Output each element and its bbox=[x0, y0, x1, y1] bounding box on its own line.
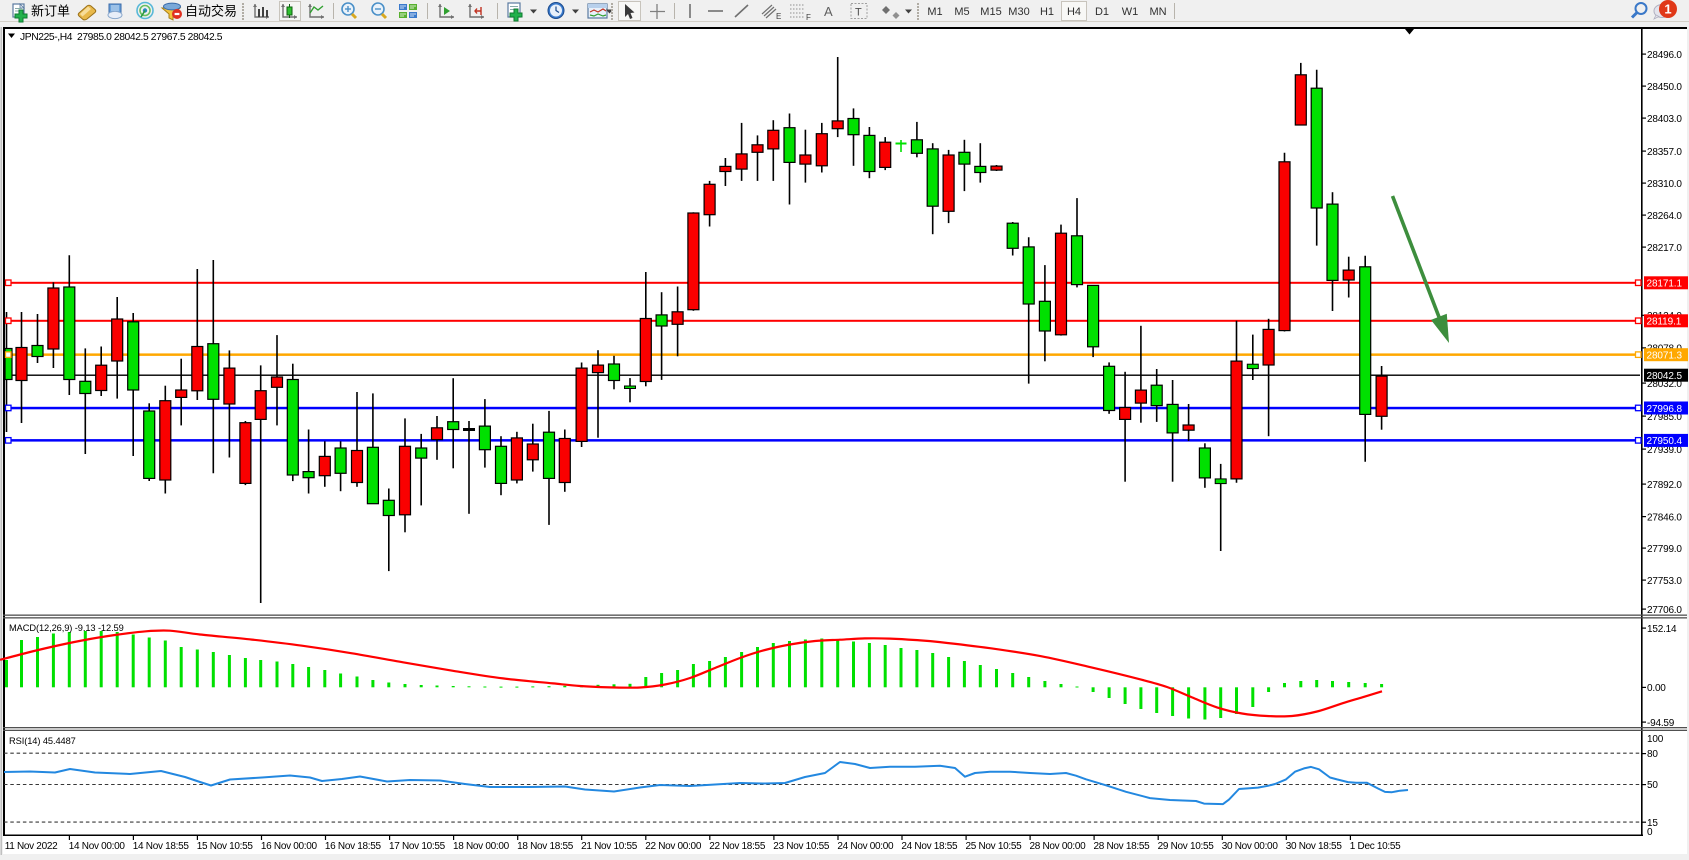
svg-text:22 Nov 18:55: 22 Nov 18:55 bbox=[709, 841, 766, 852]
svg-text:28171.1: 28171.1 bbox=[1647, 279, 1683, 290]
svg-text:28217.0: 28217.0 bbox=[1647, 243, 1682, 254]
svg-text:28450.0: 28450.0 bbox=[1647, 82, 1682, 93]
svg-text:80: 80 bbox=[1647, 749, 1658, 760]
svg-text:0: 0 bbox=[1647, 827, 1653, 838]
svg-text:22 Nov 00:00: 22 Nov 00:00 bbox=[645, 841, 702, 852]
svg-text:14 Nov 00:00: 14 Nov 00:00 bbox=[69, 841, 126, 852]
svg-text:15: 15 bbox=[1647, 818, 1658, 829]
svg-text:M30: M30 bbox=[1008, 6, 1029, 18]
svg-text:30 Nov 18:55: 30 Nov 18:55 bbox=[1286, 841, 1343, 852]
svg-text:18 Nov 00:00: 18 Nov 00:00 bbox=[453, 841, 510, 852]
svg-text:M15: M15 bbox=[980, 6, 1001, 18]
svg-text:15 Nov 10:55: 15 Nov 10:55 bbox=[197, 841, 254, 852]
svg-text:23 Nov 10:55: 23 Nov 10:55 bbox=[773, 841, 830, 852]
svg-text:16 Nov 00:00: 16 Nov 00:00 bbox=[261, 841, 318, 852]
svg-text:1: 1 bbox=[1664, 2, 1671, 17]
svg-text:28403.0: 28403.0 bbox=[1647, 114, 1682, 125]
svg-text:28357.0: 28357.0 bbox=[1647, 147, 1682, 158]
svg-text:28032.0: 28032.0 bbox=[1647, 379, 1682, 390]
svg-text:27950.4: 27950.4 bbox=[1647, 436, 1683, 447]
svg-text:W1: W1 bbox=[1122, 6, 1139, 18]
svg-text:50: 50 bbox=[1647, 780, 1658, 791]
svg-text:JPN225-,H4 27985.0 28042.5 27: JPN225-,H4 27985.0 28042.5 27967.5 28042… bbox=[20, 32, 223, 43]
svg-text:18 Nov 18:55: 18 Nov 18:55 bbox=[517, 841, 574, 852]
svg-text:0.00: 0.00 bbox=[1647, 683, 1666, 694]
svg-text:RSI(14) 45.4487: RSI(14) 45.4487 bbox=[9, 736, 76, 746]
svg-text:27846.0: 27846.0 bbox=[1647, 512, 1682, 523]
svg-text:28 Nov 00:00: 28 Nov 00:00 bbox=[1030, 841, 1087, 852]
svg-text:100: 100 bbox=[1647, 734, 1664, 745]
svg-text:M5: M5 bbox=[954, 6, 969, 18]
svg-text:27892.0: 27892.0 bbox=[1647, 480, 1682, 491]
svg-text:自动交易: 自动交易 bbox=[185, 4, 237, 19]
svg-text:新订单: 新订单 bbox=[31, 4, 70, 19]
svg-text:E: E bbox=[776, 12, 781, 21]
svg-text:27753.0: 27753.0 bbox=[1647, 576, 1682, 587]
svg-text:24 Nov 00:00: 24 Nov 00:00 bbox=[837, 841, 894, 852]
svg-text:24 Nov 18:55: 24 Nov 18:55 bbox=[901, 841, 958, 852]
svg-text:16 Nov 18:55: 16 Nov 18:55 bbox=[325, 841, 382, 852]
svg-text:F: F bbox=[806, 13, 811, 22]
svg-text:D1: D1 bbox=[1095, 6, 1109, 18]
svg-text:17 Nov 10:55: 17 Nov 10:55 bbox=[389, 841, 446, 852]
svg-text:27939.0: 27939.0 bbox=[1647, 445, 1682, 456]
svg-text:MACD(12,26,9) -9.13 -12.59: MACD(12,26,9) -9.13 -12.59 bbox=[9, 623, 124, 633]
svg-text:28119.1: 28119.1 bbox=[1647, 317, 1682, 328]
svg-text:T: T bbox=[855, 7, 862, 19]
svg-text:30 Nov 00:00: 30 Nov 00:00 bbox=[1222, 841, 1279, 852]
svg-text:27799.0: 27799.0 bbox=[1647, 544, 1682, 555]
svg-text:28 Nov 18:55: 28 Nov 18:55 bbox=[1094, 841, 1151, 852]
svg-text:28310.0: 28310.0 bbox=[1647, 179, 1682, 190]
svg-text:M1: M1 bbox=[927, 6, 942, 18]
svg-text:27985.0: 27985.0 bbox=[1647, 412, 1682, 423]
svg-text:-94.59: -94.59 bbox=[1647, 718, 1675, 729]
svg-text:H1: H1 bbox=[1040, 6, 1054, 18]
svg-text:25 Nov 10:55: 25 Nov 10:55 bbox=[966, 841, 1023, 852]
svg-text:152.14: 152.14 bbox=[1647, 624, 1677, 635]
svg-text:MN: MN bbox=[1149, 6, 1166, 18]
svg-text:1 Dec 10:55: 1 Dec 10:55 bbox=[1350, 841, 1401, 852]
svg-text:27706.0: 27706.0 bbox=[1647, 605, 1682, 616]
svg-text:28496.0: 28496.0 bbox=[1647, 50, 1682, 61]
svg-text:A: A bbox=[824, 4, 833, 19]
svg-text:H4: H4 bbox=[1067, 6, 1081, 18]
svg-text:28071.3: 28071.3 bbox=[1647, 351, 1683, 362]
svg-text:14 Nov 18:55: 14 Nov 18:55 bbox=[133, 841, 190, 852]
svg-text:21 Nov 10:55: 21 Nov 10:55 bbox=[581, 841, 638, 852]
svg-text:27996.8: 27996.8 bbox=[1647, 404, 1683, 415]
svg-text:29 Nov 10:55: 29 Nov 10:55 bbox=[1158, 841, 1215, 852]
svg-text:28264.0: 28264.0 bbox=[1647, 211, 1682, 222]
svg-text:11 Nov 2022: 11 Nov 2022 bbox=[5, 841, 58, 852]
svg-text:28042.5: 28042.5 bbox=[1647, 371, 1683, 382]
